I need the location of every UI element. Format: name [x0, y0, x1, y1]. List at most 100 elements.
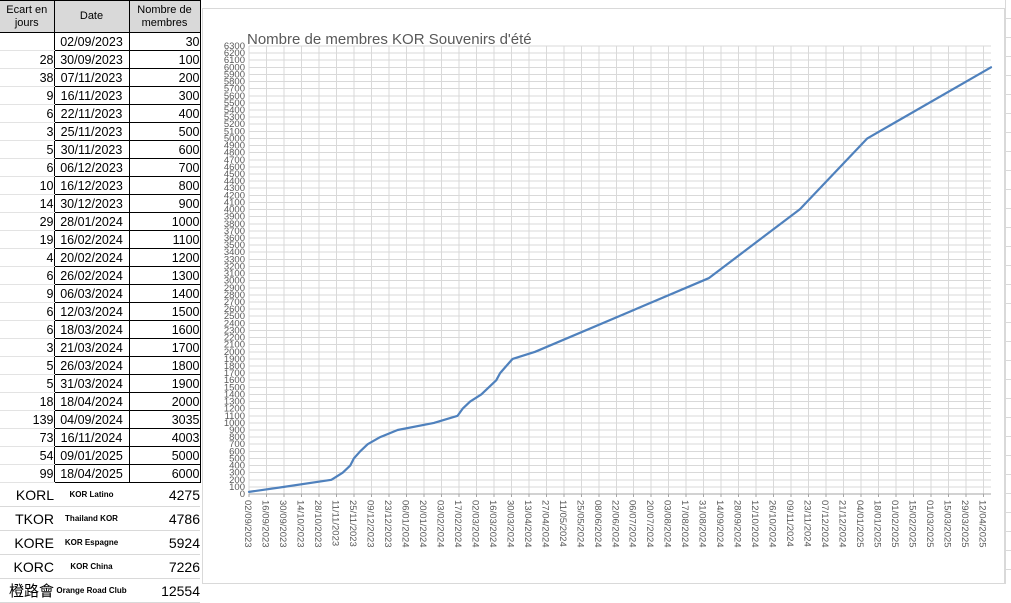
- cell-club-membres[interactable]: 5924: [129, 530, 200, 555]
- cell-date[interactable]: 31/03/2024: [53, 374, 130, 393]
- cell-date[interactable]: 30/12/2023: [53, 194, 130, 213]
- cell-ecart[interactable]: 3: [0, 122, 54, 141]
- cell-date[interactable]: 12/03/2024: [53, 302, 130, 321]
- cell-membres[interactable]: 6000: [128, 464, 201, 483]
- cell-membres[interactable]: 1800: [128, 356, 201, 375]
- cell-ecart[interactable]: 18: [0, 392, 54, 411]
- chart-axis-label: 27/04/2024: [539, 500, 550, 548]
- cell-club-name[interactable]: KOR China: [54, 554, 129, 579]
- cell-membres[interactable]: 1900: [128, 374, 201, 393]
- cell-membres[interactable]: 4003: [128, 428, 201, 447]
- cell-club-code[interactable]: KORL: [0, 482, 54, 507]
- cell-date[interactable]: 25/11/2023: [53, 122, 130, 141]
- cell-membres[interactable]: 1000: [128, 212, 201, 231]
- cell-membres[interactable]: 1700: [128, 338, 201, 357]
- cell-date[interactable]: 07/11/2023: [53, 68, 130, 87]
- cell-ecart[interactable]: 73: [0, 428, 54, 447]
- cell-club-code[interactable]: TKOR: [0, 506, 54, 531]
- cell-date[interactable]: 04/09/2024: [53, 410, 130, 429]
- chart-axis-label: 4300: [224, 183, 245, 194]
- cell-membres[interactable]: 1300: [128, 266, 201, 285]
- cell-club-code[interactable]: KORC: [0, 554, 54, 579]
- cell-ecart[interactable]: 28: [0, 50, 54, 69]
- cell-club-code[interactable]: KORE: [0, 530, 54, 555]
- cell-club-membres[interactable]: 7226: [129, 554, 200, 579]
- cell-membres[interactable]: 1100: [128, 230, 201, 249]
- cell-date[interactable]: 06/03/2024: [53, 284, 130, 303]
- cell-date[interactable]: 28/01/2024: [53, 212, 130, 231]
- cell-membres[interactable]: 300: [128, 86, 201, 105]
- cell-date[interactable]: 16/02/2024: [53, 230, 130, 249]
- cell-ecart[interactable]: 5: [0, 356, 54, 375]
- cell-ecart[interactable]: 3: [0, 338, 54, 357]
- cell-ecart[interactable]: 6: [0, 158, 54, 177]
- cell-club-name[interactable]: KOR Latino: [54, 482, 129, 507]
- cell-date[interactable]: 02/09/2023: [53, 32, 130, 51]
- cell-ecart[interactable]: 14: [0, 194, 54, 213]
- cell-ecart[interactable]: 5: [0, 374, 54, 393]
- cell-ecart[interactable]: 9: [0, 86, 54, 105]
- cell-ecart[interactable]: 10: [0, 176, 54, 195]
- chart-axis-label: 20/01/2024: [417, 500, 428, 548]
- cell-date[interactable]: 22/11/2023: [53, 104, 130, 123]
- cell-ecart[interactable]: 6: [0, 266, 54, 285]
- cell-ecart[interactable]: 6: [0, 302, 54, 321]
- cell-membres[interactable]: 800: [128, 176, 201, 195]
- cell-date[interactable]: 16/12/2023: [53, 176, 130, 195]
- cell-date[interactable]: 30/09/2023: [53, 50, 130, 69]
- cell-membres[interactable]: 5000: [128, 446, 201, 465]
- chart-axis-label: 5100: [224, 126, 245, 137]
- cell-date[interactable]: 26/02/2024: [53, 266, 130, 285]
- cell-membres[interactable]: 1500: [128, 302, 201, 321]
- cell-date[interactable]: 18/04/2024: [53, 392, 130, 411]
- cell-date[interactable]: 26/03/2024: [53, 356, 130, 375]
- cell-date[interactable]: 18/03/2024: [53, 320, 130, 339]
- cell-ecart[interactable]: 9: [0, 284, 54, 303]
- cell-membres[interactable]: 200: [128, 68, 201, 87]
- cell-club-name[interactable]: Thailand KOR: [54, 506, 129, 531]
- cell-ecart[interactable]: [0, 32, 54, 51]
- cell-membres[interactable]: 3035: [128, 410, 201, 429]
- chart-area[interactable]: 0 100 200 300 400 500 600 700 800 900 1000 1100 1200…: [202, 8, 1005, 584]
- cell-club-membres[interactable]: 4275: [129, 482, 200, 507]
- cell-club-code[interactable]: 橙路會: [0, 578, 54, 603]
- cell-date[interactable]: 16/11/2023: [53, 86, 130, 105]
- cell-club-membres[interactable]: 4786: [129, 506, 200, 531]
- cell-ecart[interactable]: 6: [0, 104, 54, 123]
- cell-membres[interactable]: 2000: [128, 392, 201, 411]
- cell-membres[interactable]: 30: [128, 32, 201, 51]
- cell-date[interactable]: 18/04/2025: [53, 464, 130, 483]
- cell-club-name[interactable]: Orange Road Club: [54, 578, 129, 603]
- cell-club-name[interactable]: KOR Espagne: [54, 530, 129, 555]
- cell-date[interactable]: 16/11/2024: [53, 428, 130, 447]
- cell-membres[interactable]: 600: [128, 140, 201, 159]
- cell-date[interactable]: 20/02/2024: [53, 248, 130, 267]
- members-line-series[interactable]: [247, 66, 993, 493]
- cell-membres[interactable]: 100: [128, 50, 201, 69]
- cell-ecart[interactable]: 6: [0, 320, 54, 339]
- cell-membres[interactable]: 500: [128, 122, 201, 141]
- chart-axis-label: 700: [229, 439, 245, 450]
- cell-date[interactable]: 21/03/2024: [53, 338, 130, 357]
- cell-ecart[interactable]: 139: [0, 410, 54, 429]
- cell-club-membres[interactable]: 12554: [129, 578, 200, 603]
- header-date: Date: [53, 0, 130, 33]
- cell-membres[interactable]: 1400: [128, 284, 201, 303]
- cell-membres[interactable]: 1200: [128, 248, 201, 267]
- cell-ecart[interactable]: 4: [0, 248, 54, 267]
- cell-membres[interactable]: 700: [128, 158, 201, 177]
- cell-membres[interactable]: 1600: [128, 320, 201, 339]
- cell-date[interactable]: 06/12/2023: [53, 158, 130, 177]
- cell-membres[interactable]: 900: [128, 194, 201, 213]
- cell-date[interactable]: 30/11/2023: [53, 140, 130, 159]
- cell-ecart[interactable]: 38: [0, 68, 54, 87]
- cell-ecart[interactable]: 5: [0, 140, 54, 159]
- cell-date[interactable]: 09/01/2025: [53, 446, 130, 465]
- cell-ecart[interactable]: 99: [0, 464, 54, 483]
- chart-axis-label: 06/07/2024: [627, 500, 638, 548]
- chart-axis-label: 3800: [224, 219, 245, 230]
- cell-ecart[interactable]: 19: [0, 230, 54, 249]
- cell-membres[interactable]: 400: [128, 104, 201, 123]
- cell-ecart[interactable]: 29: [0, 212, 54, 231]
- cell-ecart[interactable]: 54: [0, 446, 54, 465]
